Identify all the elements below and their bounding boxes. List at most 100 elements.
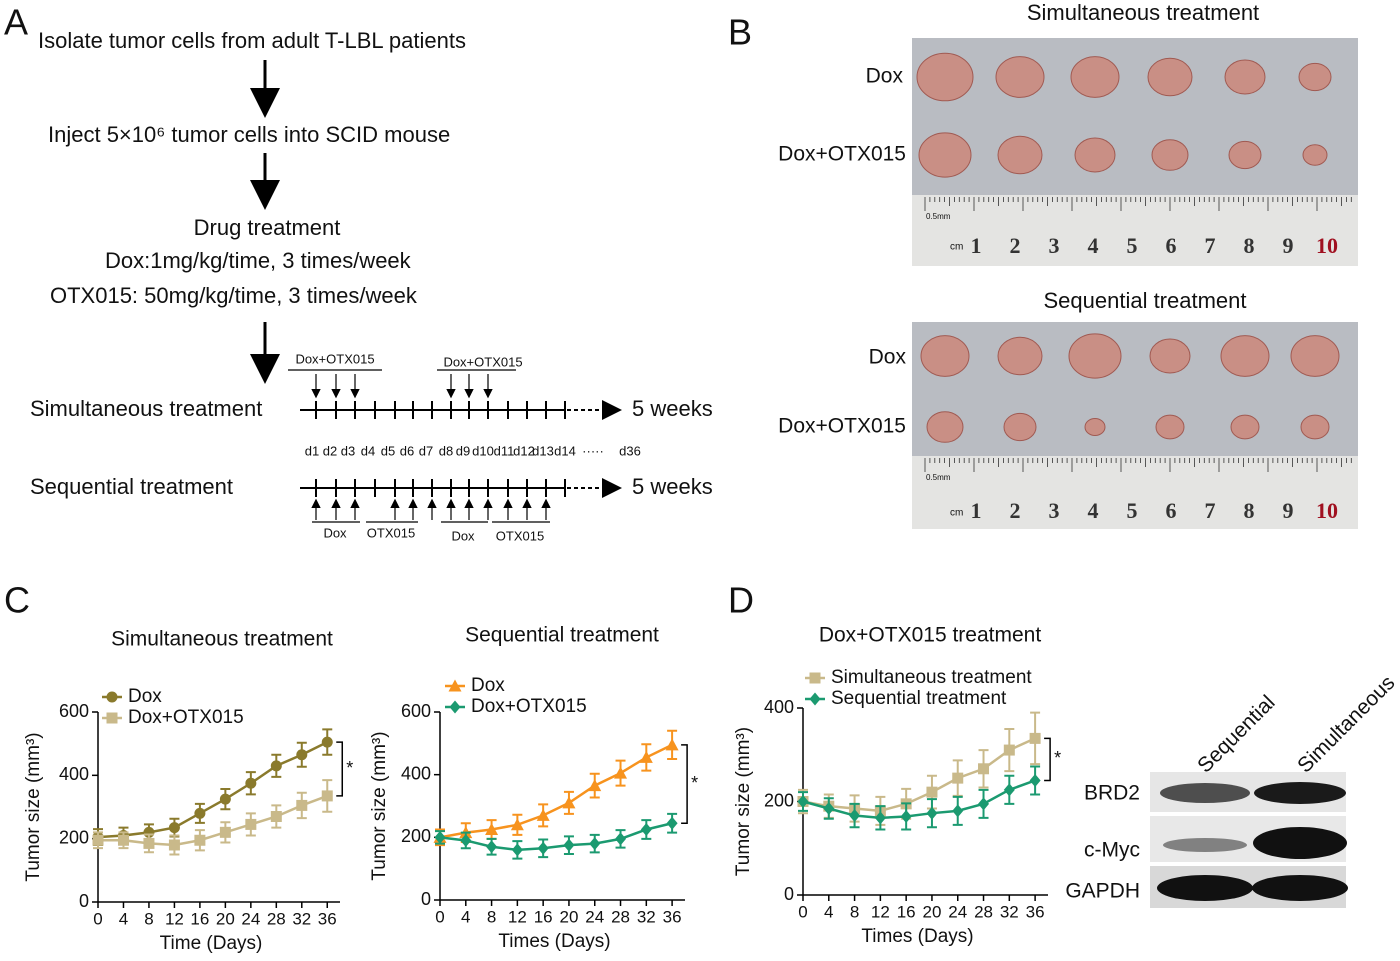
photos: 0.5mm cm 1 2 3 4 5 6 7 8 9 10 0.5mm cm 1 2 3 4 5 6 7 8 9 10 [912,38,1358,529]
ruler-number: 4 [1088,233,1099,258]
x-tick-label: 0 [435,907,444,926]
tumor [1147,57,1193,97]
step-text: Drug treatment [194,215,341,240]
marker [168,822,180,834]
series [92,728,333,846]
significance-label: * [346,758,353,778]
series [797,765,1041,831]
marker [219,793,231,805]
significance-bracket [336,741,344,797]
significance-bracket [681,744,688,824]
x-tick-label: 16 [190,909,209,928]
band [1160,783,1250,803]
dose-label: Dox [323,525,347,540]
marker [321,790,333,802]
marker [511,843,523,857]
marker [434,830,446,844]
legend-marker [809,692,821,706]
band [1252,875,1348,901]
ruler-number: 10 [1316,498,1338,523]
tumor [1224,59,1266,95]
legend-marker [448,679,462,692]
x-tick-label: 36 [663,907,682,926]
marker [926,786,938,798]
marker [926,806,938,820]
dose-label: Dox [451,528,475,543]
tumor [920,335,970,377]
legend-marker [106,712,118,724]
x-tick-label: 20 [559,907,578,926]
x-tick-label: 8 [850,902,859,921]
marker [168,839,180,851]
day-label: d14 [554,443,576,458]
day-label: d8 [439,443,453,458]
legend-label: Dox [128,686,162,707]
marker [92,834,104,846]
tumor [1230,414,1260,440]
chart-title: Sequential treatment [465,624,659,647]
tumor [1151,139,1189,171]
marker [1029,732,1041,744]
tumor [1155,414,1185,440]
lane-label: Sequential [1193,691,1279,777]
marker [640,823,652,836]
band [1254,782,1346,804]
marker [615,832,627,846]
x-tick-label: 8 [487,907,496,926]
x-tick-label: 24 [241,909,260,928]
series [433,729,679,847]
legend-label: Dox+OTX015 [128,707,244,728]
marker [562,796,576,809]
marker [510,818,524,831]
ruler-scale: 0.5mm [926,212,951,221]
ruler-scale: 0.5mm [926,473,951,482]
tumor [916,52,974,102]
ruler-number: 2 [1010,498,1021,523]
day-label: d11 [494,443,515,458]
lane-label: Simultaneous [1293,671,1399,777]
marker [537,841,549,855]
x-tick-label: 4 [119,909,128,928]
ruler-number: 2 [1010,233,1021,258]
ruler-unit: cm [950,242,963,253]
x-tick-label: 12 [508,907,527,926]
chart-title: Simultaneous treatment [111,628,333,651]
ruler-number: 4 [1088,498,1099,523]
step-text: Dox:1mg/kg/time, 3 times/week [105,248,412,273]
legend-marker [449,700,461,714]
x-tick-label: 20 [922,902,941,921]
marker [194,834,206,846]
timeline-label: Simultaneous treatment [30,396,262,421]
y-tick-label: 600 [401,701,431,721]
ruler-number: 3 [1049,498,1060,523]
day-label: d1 [305,443,319,458]
x-tick-label: 36 [318,909,337,928]
series-line [802,737,1036,813]
ruler-number: 8 [1244,498,1255,523]
y-tick-label: 200 [59,827,89,847]
ruler-number: 1 [971,498,982,523]
panel-label: B [728,12,752,53]
series-line [439,743,673,839]
marker [823,802,835,816]
tumor [1070,56,1120,98]
day-label: ····· [582,443,604,458]
protein-label: BRD2 [1084,782,1140,805]
y-tick-label: 600 [59,701,89,721]
tumor [1290,335,1340,377]
band [1157,875,1253,901]
legend-label: Simultaneous treatment [831,667,1032,688]
duration: 5 weeks [632,396,713,421]
x-tick-label: 16 [534,907,553,926]
marker [665,738,679,751]
x-axis-label: Times (Days) [498,931,610,952]
band [1253,827,1347,859]
y-tick-label: 0 [79,891,89,911]
series [92,779,333,856]
ruler-number: 5 [1127,233,1138,258]
tumor [1300,414,1330,440]
x-tick-label: 24 [948,902,967,921]
tumor [926,411,964,443]
series [434,812,678,860]
